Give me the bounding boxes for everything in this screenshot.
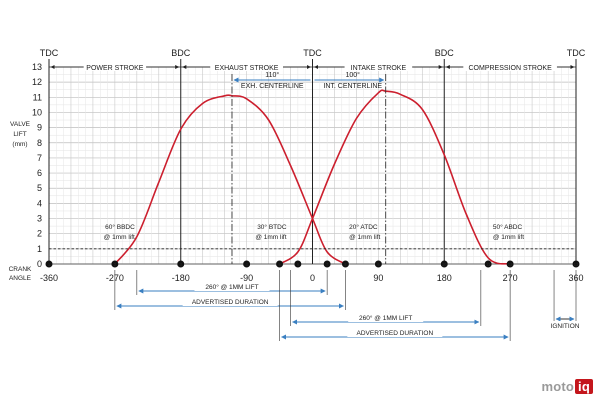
duration-label-bg xyxy=(545,321,586,330)
x-tick-label: -360 xyxy=(40,273,58,283)
event-marker-number: 2 xyxy=(114,262,117,267)
event-marker xyxy=(484,260,492,268)
brand-badge: iq xyxy=(575,379,593,394)
duration-label: 260° @ 1MM LIFT xyxy=(205,283,258,291)
event-sublabel: @ 1mm lift xyxy=(104,234,135,241)
event-marker xyxy=(440,260,448,268)
dead-center-label: TDC xyxy=(40,48,59,58)
dead-center-label: BDC xyxy=(435,48,455,58)
duration-label: 260° @ 1MM LIFT xyxy=(359,314,412,322)
event-marker-number: 11 xyxy=(486,262,491,267)
valve-lift-curve-1 xyxy=(114,94,346,265)
event-marker-number: 9 xyxy=(377,262,380,267)
stroke-label-bg xyxy=(344,62,413,71)
event-marker xyxy=(506,260,514,268)
stroke-bands: POWER STROKE EXHAUST STROKE INTAKE STROKE C… xyxy=(50,62,575,72)
event-marker-number: 7 xyxy=(326,262,329,267)
event-marker xyxy=(276,260,284,268)
duration-label-bg xyxy=(194,282,270,291)
stroke-label-bg xyxy=(463,62,557,71)
event-marker xyxy=(177,260,185,268)
event-marker xyxy=(111,260,119,268)
y-tick-label: 0 xyxy=(37,259,42,269)
duration-label: ADVERTISED DURATION xyxy=(192,299,269,306)
event-marker xyxy=(374,260,382,268)
event-sublabel: @ 1mm lift xyxy=(493,234,524,241)
y-tick-label: 12 xyxy=(32,77,42,87)
event-sublabel: @ 1mm lift xyxy=(255,234,286,241)
stroke-label-bg xyxy=(83,62,147,71)
y-tick-label: 9 xyxy=(37,123,42,133)
y-axis-title: (mm) xyxy=(12,141,27,148)
duration-label: ADVERTISED DURATION xyxy=(357,330,434,337)
y-tick-label: 2 xyxy=(37,229,42,239)
event-label: 20° ATDC xyxy=(349,223,378,231)
stroke-label-bg xyxy=(210,62,284,71)
event-marker xyxy=(294,260,302,268)
x-tick-label: 180 xyxy=(437,273,452,283)
centerline-label: INT. CENTERLINE xyxy=(323,83,382,90)
duration-label-bg xyxy=(182,297,278,306)
centerline-label: EXH. CENTERLINE xyxy=(241,83,304,90)
y-tick-label: 6 xyxy=(37,168,42,178)
event-sublabel: @ 1mm lift xyxy=(349,234,380,241)
event-label: 50° ABDC xyxy=(493,223,523,231)
event-marker-number: 3 xyxy=(180,262,183,267)
x-tick-label: -90 xyxy=(240,273,253,283)
stroke-label: EXHAUST STROKE xyxy=(215,65,279,72)
dead-center-label: BDC xyxy=(171,48,191,58)
x-axis-title: ANGLE xyxy=(9,275,32,282)
centerline-degree: 100° xyxy=(346,71,361,79)
y-tick-label: 3 xyxy=(37,214,42,224)
valve-lift-curve-2 xyxy=(279,89,511,265)
y-axis-title: VALVE xyxy=(10,121,31,128)
y-tick-label: 11 xyxy=(33,92,42,102)
y-tick-label: 4 xyxy=(37,198,42,208)
y-tick-label: 8 xyxy=(37,138,42,148)
x-tick-label: 90 xyxy=(373,273,383,283)
x-tick-label: 0 xyxy=(310,273,315,283)
event-marker xyxy=(45,260,53,268)
dead-center-label: TDC xyxy=(303,48,322,58)
event-marker xyxy=(341,260,349,268)
brand-logo: moto iq xyxy=(541,379,593,394)
centerline-degree: 110° xyxy=(265,71,279,79)
y-axis-title: LIFT xyxy=(13,131,26,138)
stroke-label: INTAKE STROKE xyxy=(351,65,407,72)
duration-label: IGNITION xyxy=(551,323,580,330)
y-tick-label: 13 xyxy=(32,62,42,72)
event-marker-number: 5 xyxy=(278,262,281,267)
brand-text: moto xyxy=(541,379,575,394)
stroke-label: POWER STROKE xyxy=(86,65,144,72)
event-label: 60° BBDC xyxy=(105,223,135,231)
y-tick-label: 1 xyxy=(37,244,42,254)
event-marker-number: 6 xyxy=(297,262,300,267)
stroke-label: COMPRESSION STROKE xyxy=(469,65,553,72)
y-tick-label: 5 xyxy=(37,183,42,193)
y-tick-label: 7 xyxy=(37,153,42,163)
duration-label-bg xyxy=(348,313,424,322)
dead-center-label: TDC xyxy=(567,48,586,58)
event-marker xyxy=(572,260,580,268)
annotations: 110° EXH. CENTERLINE 100° INT. CENTERLINE 60… xyxy=(45,71,580,268)
event-label: 30° BTDC xyxy=(257,223,287,231)
event-marker xyxy=(323,260,331,268)
plot-frame xyxy=(48,59,577,265)
duration-brackets: 260° @ 1MM LIFT ADVERTISED DURATION 260° @… xyxy=(114,270,586,341)
y-tick-label: 10 xyxy=(32,107,42,117)
event-marker xyxy=(243,260,251,268)
event-marker-number: 1 xyxy=(48,262,51,267)
event-marker-number: 12 xyxy=(508,262,513,267)
duration-label-bg xyxy=(347,328,443,337)
x-tick-label: -180 xyxy=(172,273,190,283)
event-marker-number: 4 xyxy=(245,262,248,267)
event-marker-number: 8 xyxy=(344,262,347,267)
x-axis-title: CRANK xyxy=(9,266,32,273)
event-marker-number: 13 xyxy=(574,262,579,267)
event-marker-number: 10 xyxy=(442,262,447,267)
